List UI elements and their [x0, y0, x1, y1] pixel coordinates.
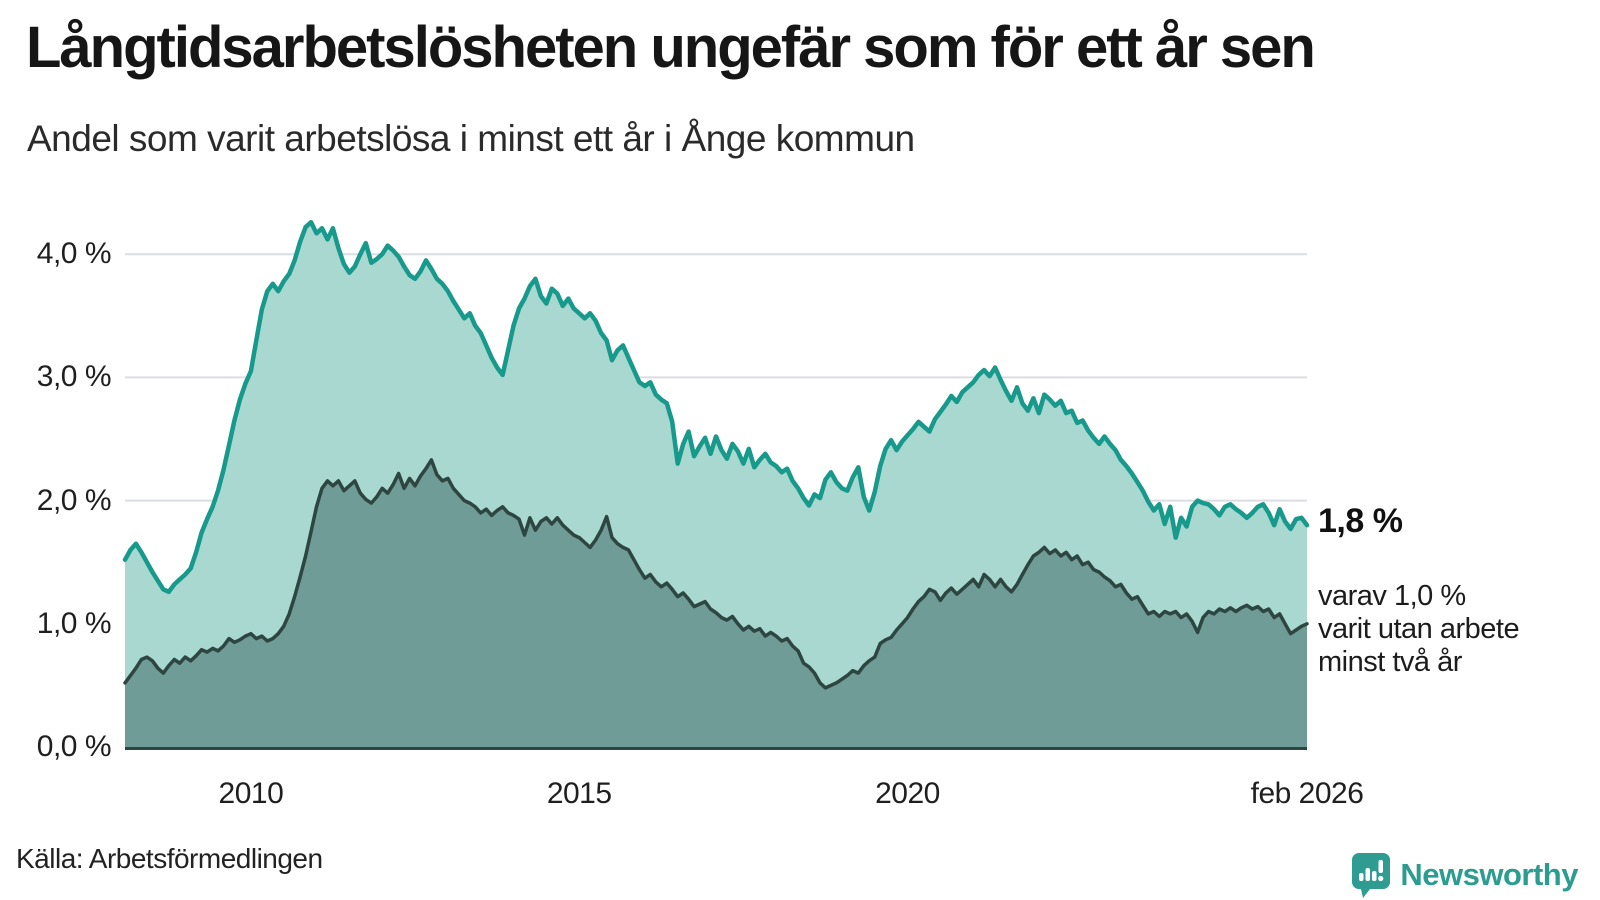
source-note: Källa: Arbetsförmedlingen	[16, 843, 323, 874]
y-tick-label: 3,0 %	[36, 360, 112, 394]
newsworthy-icon	[1352, 853, 1391, 898]
newsworthy-wordmark: Newsworthy	[1400, 857, 1578, 892]
x-tick-label: 2015	[546, 777, 612, 810]
y-tick-label: 4,0 %	[36, 237, 112, 271]
chart-subtitle: Andel som varit arbetslösa i minst ett å…	[27, 118, 915, 159]
x-tick-label: 2020	[875, 777, 940, 810]
y-tick-label: 1,0 %	[36, 606, 112, 640]
x-tick-label: feb 2026	[1250, 777, 1364, 810]
y-tick-label: 2,0 %	[36, 483, 112, 517]
newsworthy-logo[interactable]: Newsworthy	[1351, 850, 1578, 900]
series1-end-value-label: 1,8 %	[1318, 502, 1403, 540]
y-tick-label: 0,0 %	[36, 730, 112, 763]
series-area-2	[125, 459, 1307, 749]
annotation-line: varit utan arbete	[1318, 613, 1520, 645]
x-tick-label: 2010	[218, 777, 284, 810]
annotation-line: varav 1,0 %	[1318, 580, 1466, 612]
page-title: Långtidsarbetslösheten ungefär som för e…	[26, 15, 1316, 80]
series-line-2	[123, 458, 1309, 690]
series2-annotation: varav 1,0 % varit utan arbete minst två …	[1318, 580, 1520, 679]
annotation-line: minst två år	[1318, 646, 1462, 678]
series-line-1	[122, 219, 1310, 595]
